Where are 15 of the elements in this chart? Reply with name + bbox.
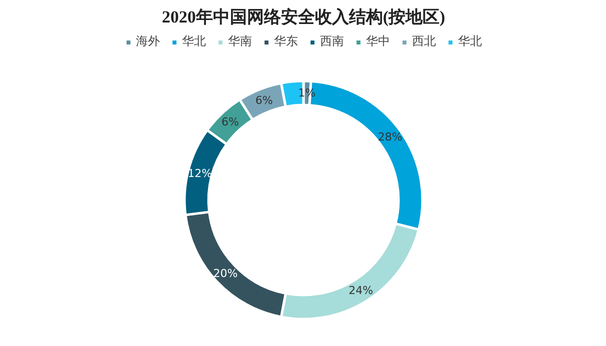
legend-label: 海外	[136, 33, 160, 50]
chart-title: 2020年中国网络安全收入结构(按地区)	[162, 8, 446, 26]
data-label: 12%	[188, 166, 212, 180]
legend-label: 华北	[182, 33, 206, 50]
data-label: 28%	[378, 130, 402, 144]
data-label: 24%	[348, 284, 374, 297]
legend-label: 华中	[366, 33, 390, 50]
legend-label: 华东	[274, 33, 298, 50]
data-label: 20%	[213, 266, 238, 280]
data-label: 6%	[255, 94, 273, 108]
legend-label: 华南	[228, 33, 252, 50]
legend-label: 西南	[320, 33, 344, 50]
legend-label: 西北	[412, 33, 436, 50]
legend-label: 华北	[458, 33, 482, 50]
data-label: 6%	[222, 116, 239, 129]
